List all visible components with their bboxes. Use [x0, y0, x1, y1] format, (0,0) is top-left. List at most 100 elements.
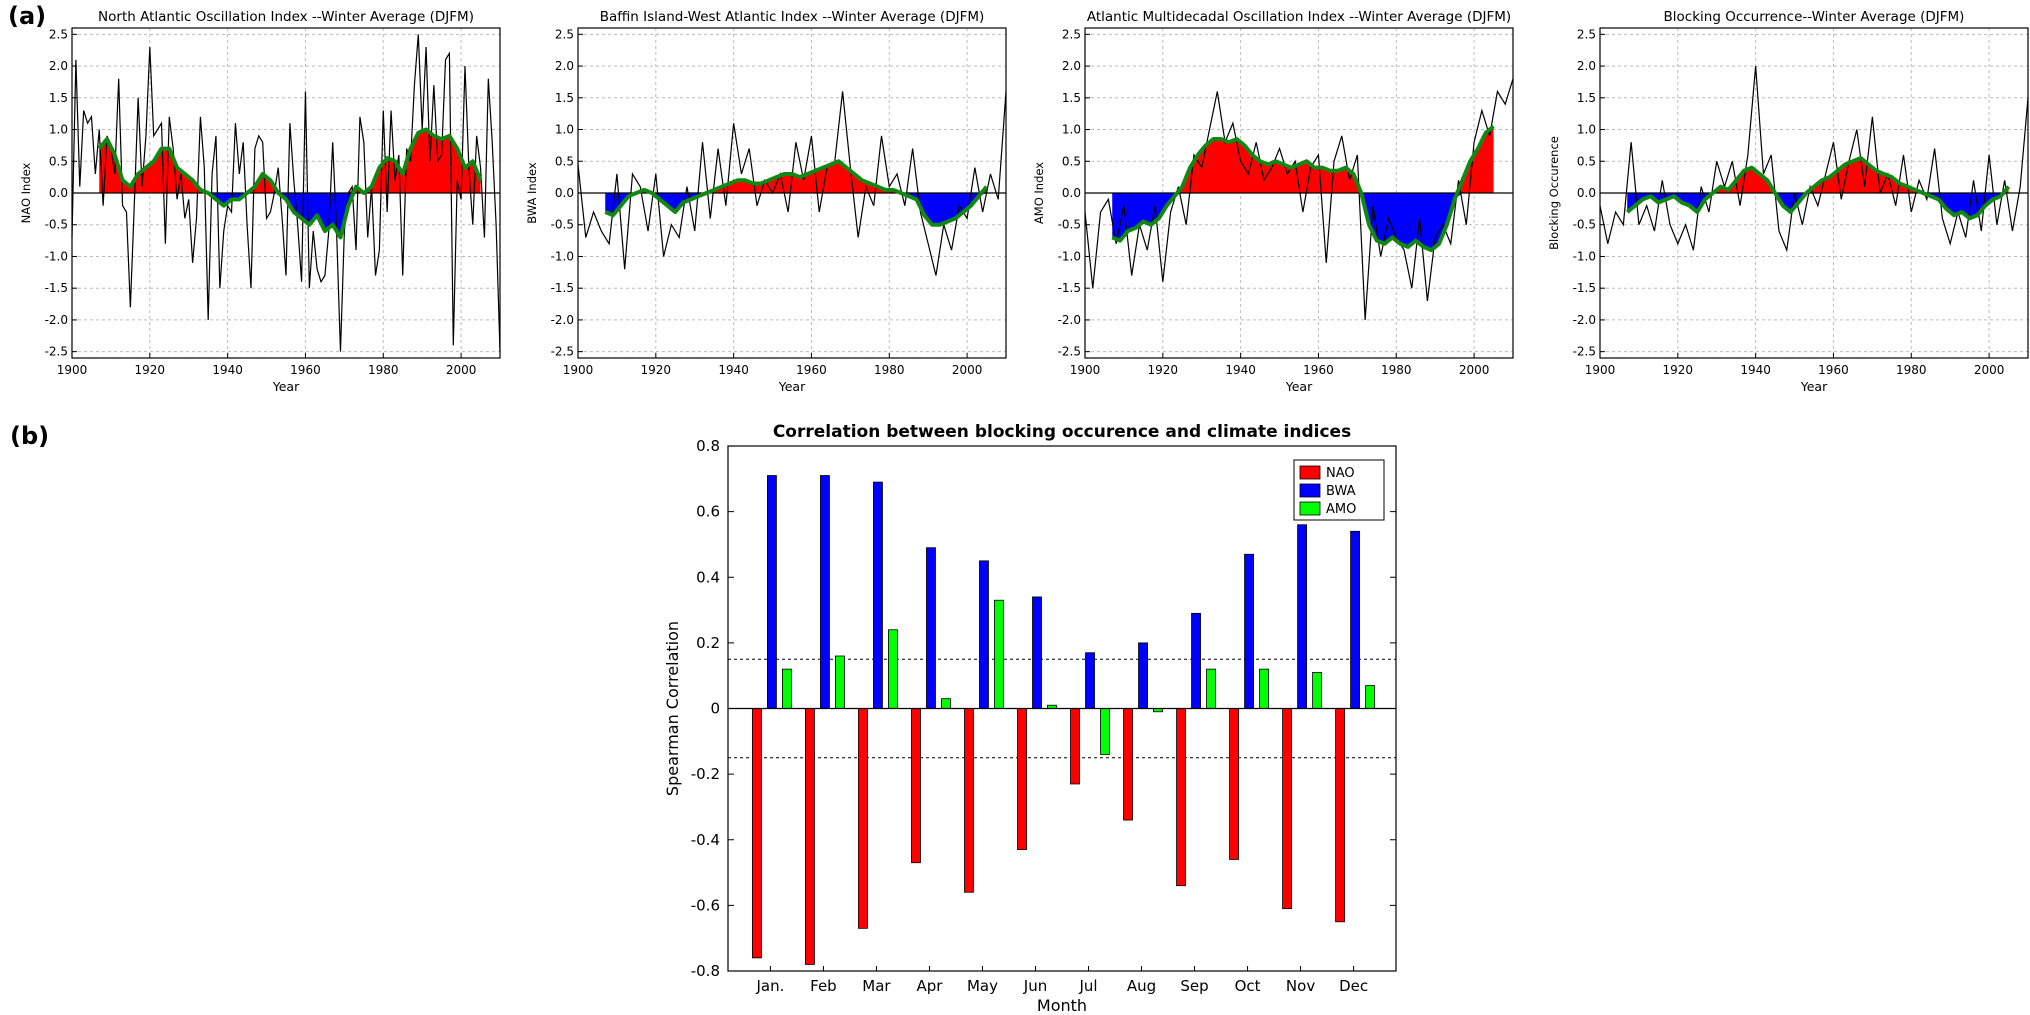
x-tick-label: Sep — [1180, 977, 1208, 995]
y-tick-label: 0.5 — [1577, 154, 1596, 168]
x-tick-label: Nov — [1286, 977, 1315, 995]
x-tick-label: 2000 — [446, 363, 477, 377]
y-tick-label: -1.0 — [1058, 249, 1081, 263]
x-axis-label: Year — [272, 379, 300, 394]
x-tick-label: May — [967, 977, 998, 995]
legend-swatch-nao — [1299, 465, 1321, 480]
timeseries-panel-3: -2.5 -2.0 -1.5 -1.0 -0.5 0.0 0.5 1.0 1.5 2.0 2.5 19… — [1032, 9, 1514, 394]
x-tick-label: 1900 — [1070, 363, 1101, 377]
x-tick-label: 1960 — [1303, 363, 1334, 377]
y-tick-label: -2.5 — [45, 345, 68, 359]
bar-bwa-oct — [1244, 553, 1254, 709]
y-tick-label: 0.2 — [696, 634, 720, 652]
y-tick-label: 1.0 — [1577, 123, 1596, 137]
x-axis-label: Year — [778, 379, 806, 394]
y-tick-label: 0.5 — [555, 154, 574, 168]
legend-label-nao: NAO — [1326, 466, 1355, 481]
x-tick-label: 1960 — [1818, 363, 1849, 377]
chart-title: Blocking Occurrence--Winter Average (DJF… — [1664, 9, 1965, 25]
bar-amo-apr — [941, 698, 951, 709]
bar-nao-jan — [752, 708, 762, 959]
panel-label-a: (a) — [8, 2, 47, 30]
y-tick-label: 1.0 — [1062, 123, 1081, 137]
legend: NAO BWA AMO — [1293, 459, 1385, 521]
chart-title: North Atlantic Oscillation Index --Winte… — [98, 9, 474, 25]
bar-bwa-mar — [873, 481, 883, 709]
bar-amo-jan — [782, 668, 792, 709]
x-tick-label: 1920 — [641, 363, 672, 377]
y-axis-label: NAO Index — [19, 162, 33, 223]
x-tick-label: Apr — [916, 977, 943, 995]
smoothed-series-line — [97, 127, 483, 240]
x-axis-label: Month — [1037, 996, 1087, 1015]
smoothed-series-line — [604, 159, 989, 227]
legend-label-amo: AMO — [1326, 502, 1356, 517]
negative-area — [605, 193, 987, 225]
y-tick-label: 2.5 — [49, 27, 68, 41]
positive-area — [1627, 158, 2009, 193]
y-tick-label: 0.5 — [49, 154, 68, 168]
bar-bwa-dec — [1350, 530, 1360, 709]
x-tick-label: Jun — [1023, 977, 1047, 995]
y-tick-label: 2.0 — [1062, 59, 1081, 73]
x-tick-label: 2000 — [1459, 363, 1490, 377]
x-axis-label: Year — [1285, 379, 1313, 394]
y-tick-label: -1.5 — [45, 281, 68, 295]
x-tick-label: 1980 — [1381, 363, 1412, 377]
y-tick-label: 1.5 — [1577, 91, 1596, 105]
raw-series-line — [577, 91, 1007, 276]
y-tick-label: 2.5 — [1577, 27, 1596, 41]
bar-amo-dec — [1365, 685, 1375, 709]
x-tick-label: 1900 — [563, 363, 594, 377]
y-tick-label: 1.5 — [49, 91, 68, 105]
negative-area — [1112, 193, 1494, 251]
x-tick-label: Oct — [1235, 977, 1261, 995]
x-tick-label: 1920 — [135, 363, 166, 377]
y-tick-label: 1.0 — [555, 123, 574, 137]
y-tick-label: -1.0 — [45, 249, 68, 263]
x-tick-label: 2000 — [1974, 363, 2005, 377]
y-tick-label: -0.5 — [1058, 218, 1081, 232]
y-tick-label: 2.0 — [1577, 59, 1596, 73]
y-tick-label: 0.6 — [696, 503, 720, 521]
y-tick-label: 1.0 — [49, 123, 68, 137]
x-tick-label: 1900 — [1585, 363, 1616, 377]
x-tick-label: 1980 — [1896, 363, 1927, 377]
negative-area — [99, 193, 481, 238]
chart-title: Correlation between blocking occurence a… — [773, 422, 1351, 442]
bar-nao-apr — [911, 708, 921, 864]
y-tick-label: -0.5 — [45, 218, 68, 232]
raw-series-line — [1599, 66, 2029, 253]
bar-nao-jul — [1070, 708, 1080, 785]
y-tick-label: 0.4 — [696, 568, 720, 586]
y-tick-label: 0.5 — [1062, 154, 1081, 168]
x-tick-label: 1980 — [368, 363, 399, 377]
bar-nao-may — [964, 708, 974, 893]
y-tick-label: 2.0 — [49, 59, 68, 73]
x-tick-label: 1940 — [718, 363, 749, 377]
x-axis-label: Year — [1800, 379, 1828, 394]
smoothed-series-line — [1625, 156, 2011, 221]
bar-bwa-feb — [820, 475, 830, 709]
bar-amo-jul — [1100, 708, 1110, 755]
y-tick-label: 0.8 — [696, 437, 720, 455]
y-tick-label: -1.5 — [1058, 281, 1081, 295]
bar-nao-oct — [1229, 708, 1239, 860]
x-tick-label: Jul — [1078, 977, 1097, 995]
y-axis-label: AMO Index — [1032, 162, 1046, 224]
bar-bwa-sep — [1191, 612, 1201, 709]
bar-bwa-jul — [1085, 652, 1095, 709]
panel-label-b: (b) — [10, 422, 50, 450]
x-tick-label: 1960 — [796, 363, 827, 377]
x-tick-label: 2000 — [952, 363, 983, 377]
bar-nao-nov — [1282, 708, 1292, 910]
positive-area — [1112, 126, 1494, 193]
y-tick-label: -2.5 — [1573, 345, 1596, 359]
y-tick-label: 1.5 — [555, 91, 574, 105]
y-tick-label: 0.0 — [555, 186, 574, 200]
y-tick-label: -0.2 — [691, 765, 720, 783]
bar-amo-feb — [835, 655, 845, 709]
bar-amo-sep — [1206, 668, 1216, 709]
bar-bwa-jan — [767, 475, 777, 709]
y-tick-label: -1.5 — [551, 281, 574, 295]
